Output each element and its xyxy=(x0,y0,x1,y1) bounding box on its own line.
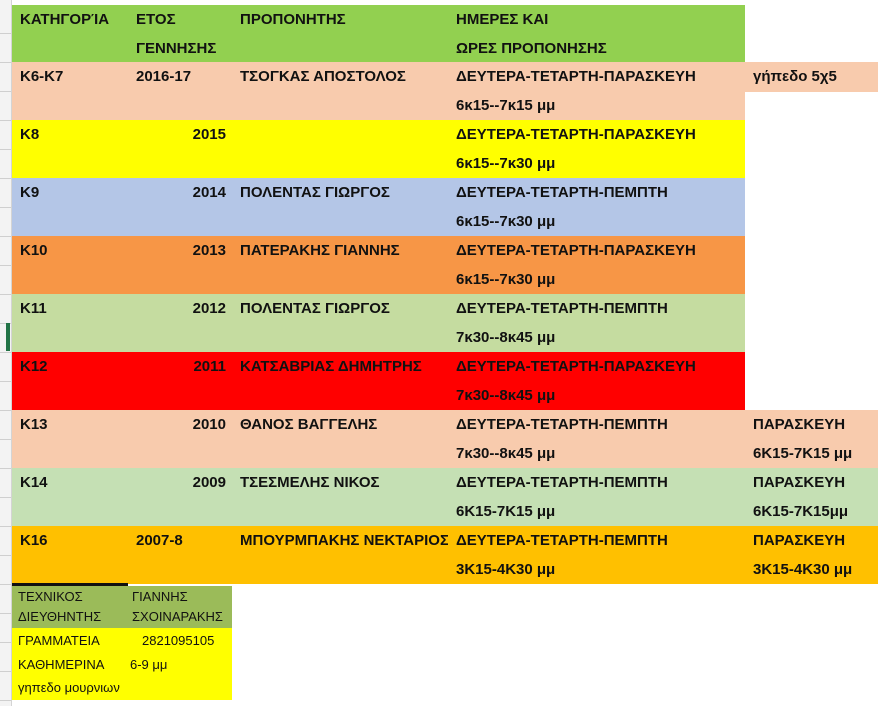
extra-cell: γήπεδο 5χ5 xyxy=(745,62,878,92)
category-cell: Κ14 xyxy=(12,468,128,526)
year-cell: 2007-8 xyxy=(128,526,232,584)
table-row: Κ8 2015 ΔΕΥΤΕΡΑ-ΤΕΤΑΡΤΗ-ΠΑΡΑΣΚΕΥΗ 6κ15--7κ3… xyxy=(12,120,878,178)
year-cell: 2010 xyxy=(128,410,232,468)
schedule-cell: ΔΕΥΤΕΡΑ-ΤΕΤΑΡΤΗ-ΠΕΜΠΤΗ 7κ30--8κ45 μμ xyxy=(448,294,745,352)
gridline xyxy=(0,671,11,672)
gridline xyxy=(0,497,11,498)
category-cell: Κ9 xyxy=(12,178,128,236)
category-cell: Κ11 xyxy=(12,294,128,352)
coach-cell: ΠΑΤΕΡΑΚΗΣ ΓΙΑΝΝΗΣ xyxy=(232,236,448,294)
coach-cell: ΘΑΝΟΣ ΒΑΓΓΕΛΗΣ xyxy=(232,410,448,468)
footer-info: ΓΡΑΜΜΑΤΕΙΑ 2821095105 ΚΑΘΗΜΕΡΙΝΑ 6-9 μμ … xyxy=(12,628,232,700)
cell-border xyxy=(12,583,128,586)
gridline xyxy=(0,91,11,92)
active-row-indicator xyxy=(6,323,10,351)
year-cell: 2016-17 xyxy=(128,62,232,120)
table-row: Κ9 2014 ΠΟΛΕΝΤΑΣ ΓΙΩΡΓΟΣ ΔΕΥΤΕΡΑ-ΤΕΤΑΡΤΗ-ΠΕ… xyxy=(12,178,878,236)
header-category: ΚΑΤΗΓΟΡΊΑ xyxy=(20,11,110,28)
gridline xyxy=(0,555,11,556)
gridline xyxy=(0,323,11,324)
gridline xyxy=(0,149,11,150)
table-row: Κ11 2012 ΠΟΛΕΝΤΑΣ ΓΙΩΡΓΟΣ ΔΕΥΤΕΡΑ-ΤΕΤΑΡΤΗ-Π… xyxy=(12,294,878,352)
table-row: Κ16 2007-8 ΜΠΟΥΡΜΠΑΚΗΣ ΝΕΚΤΑΡΙΟΣ ΔΕΥΤΕΡΑ-ΤΕ… xyxy=(12,526,878,584)
gridline xyxy=(0,62,11,63)
gridline xyxy=(0,410,11,411)
table-row: Κ14 2009 ΤΣΕΣΜΕΛΗΣ ΝΙΚΟΣ ΔΕΥΤΕΡΑ-ΤΕΤΑΡΤΗ-ΠΕ… xyxy=(12,468,878,526)
year-cell: 2014 xyxy=(128,178,232,236)
category-cell: Κ13 xyxy=(12,410,128,468)
secretariat-label: ΓΡΑΜΜΑΤΕΙΑ xyxy=(18,633,100,648)
coach-cell xyxy=(232,120,448,178)
table-row: Κ6-Κ7 2016-17 ΤΣΟΓΚΑΣ ΑΠΟΣΤΟΛΟΣ ΔΕΥΤΕΡΑ-ΤΕΤ… xyxy=(12,62,878,120)
schedule-cell: ΔΕΥΤΕΡΑ-ΤΕΤΑΡΤΗ-ΠΑΡΑΣΚΕΥΗ 7κ30--8κ45 μμ xyxy=(448,352,745,410)
gridline xyxy=(0,178,11,179)
gridline xyxy=(0,381,11,382)
gridline xyxy=(0,294,11,295)
gridline xyxy=(0,584,11,585)
schedule-cell: ΔΕΥΤΕΡΑ-ΤΕΤΑΡΤΗ-ΠΑΡΑΣΚΕΥΗ 6κ15--7κ15 μμ xyxy=(448,62,745,120)
coach-cell: ΤΣΕΣΜΕΛΗΣ ΝΙΚΟΣ xyxy=(232,468,448,526)
year-cell: 2011 xyxy=(128,352,232,410)
coach-cell: ΠΟΛΕΝΤΑΣ ΓΙΩΡΓΟΣ xyxy=(232,294,448,352)
footer-director: ΤΕΧΝΙΚΟΣ ΔΙΕΥΘΗΝΤΗΣ ΓΙΑΝΝΗΣ ΣΧΟΙΝΑΡΑΚΗΣ xyxy=(12,586,232,628)
header-row: ΚΑΤΗΓΟΡΊΑ ΕΤΟΣ ΓΕΝΝΗΣΗΣ ΠΡΟΠΟΝΗΤΗΣ ΗΜΕΡΕΣ… xyxy=(12,5,745,63)
extra-cell: ΠΑΡΑΣΚΕΥΗ 3Κ15-4Κ30 μμ xyxy=(745,526,878,584)
header-year: ΕΤΟΣ ΓΕΝΝΗΣΗΣ xyxy=(136,11,217,57)
table-row: Κ10 2013 ΠΑΤΕΡΑΚΗΣ ΓΙΑΝΝΗΣ ΔΕΥΤΕΡΑ-ΤΕΤΑΡΤΗ-… xyxy=(12,236,878,294)
gridline xyxy=(0,33,11,34)
gridline xyxy=(0,207,11,208)
gridline xyxy=(0,526,11,527)
year-cell: 2012 xyxy=(128,294,232,352)
table-row: Κ12 2011 ΚΑΤΣΑΒΡΙΑΣ ΔΗΜΗΤΡΗΣ ΔΕΥΤΕΡΑ-ΤΕΤΑΡΤ… xyxy=(12,352,878,410)
schedule-cell: ΔΕΥΤΕΡΑ-ΤΕΤΑΡΤΗ-ΠΕΜΠΤΗ 7κ30--8κ45 μμ xyxy=(448,410,745,468)
category-cell: Κ6-Κ7 xyxy=(12,62,128,120)
gridline xyxy=(0,700,11,701)
gridline xyxy=(0,265,11,266)
daily-hours: 6-9 μμ xyxy=(130,657,168,672)
extra-cell: ΠΑΡΑΣΚΕΥΗ 6Κ15-7Κ15μμ xyxy=(745,468,878,526)
year-cell: 2015 xyxy=(128,120,232,178)
category-cell: Κ12 xyxy=(12,352,128,410)
coach-cell: ΤΣΟΓΚΑΣ ΑΠΟΣΤΟΛΟΣ xyxy=(232,62,448,120)
director-label: ΔΙΕΥΘΗΝΤΗΣ xyxy=(18,609,102,624)
schedule-cell: ΔΕΥΤΕΡΑ-ΤΕΤΑΡΤΗ-ΠΑΡΑΣΚΕΥΗ 6κ15--7κ30 μμ xyxy=(448,236,745,294)
coach-cell: ΜΠΟΥΡΜΠΑΚΗΣ ΝΕΚΤΑΡΙΟΣ xyxy=(232,526,448,584)
gridline xyxy=(0,613,11,614)
director-label: ΤΕΧΝΙΚΟΣ xyxy=(18,589,83,604)
category-cell: Κ8 xyxy=(12,120,128,178)
extra-cell: ΠΑΡΑΣΚΕΥΗ 6Κ15-7Κ15 μμ xyxy=(745,410,878,468)
table-row: Κ13 2010 ΘΑΝΟΣ ΒΑΓΓΕΛΗΣ ΔΕΥΤΕΡΑ-ΤΕΤΑΡΤΗ-ΠΕΜ… xyxy=(12,410,878,468)
schedule-cell: ΔΕΥΤΕΡΑ-ΤΕΤΑΡΤΗ-ΠΕΜΠΤΗ 6κ15--7κ30 μμ xyxy=(448,178,745,236)
coach-cell: ΚΑΤΣΑΒΡΙΑΣ ΔΗΜΗΤΡΗΣ xyxy=(232,352,448,410)
row-header-gutter xyxy=(0,0,12,706)
gridline xyxy=(0,120,11,121)
gridline xyxy=(0,468,11,469)
schedule-cell: ΔΕΥΤΕΡΑ-ΤΕΤΑΡΤΗ-ΠΑΡΑΣΚΕΥΗ 6κ15--7κ30 μμ xyxy=(448,120,745,178)
header-coach: ΠΡΟΠΟΝΗΤΗΣ xyxy=(240,11,346,28)
year-cell: 2009 xyxy=(128,468,232,526)
secretariat-phone: 2821095105 xyxy=(142,633,215,648)
year-cell: 2013 xyxy=(128,236,232,294)
daily-label: ΚΑΘΗΜΕΡΙΝΑ xyxy=(18,657,105,672)
coach-cell: ΠΟΛΕΝΤΑΣ ΓΙΩΡΓΟΣ xyxy=(232,178,448,236)
venue: γηπεδο μουρνιων xyxy=(18,680,120,695)
category-cell: Κ10 xyxy=(12,236,128,294)
director-name: ΓΙΑΝΝΗΣ xyxy=(132,589,188,604)
gridline xyxy=(0,642,11,643)
schedule-cell: ΔΕΥΤΕΡΑ-ΤΕΤΑΡΤΗ-ΠΕΜΠΤΗ 3Κ15-4Κ30 μμ xyxy=(448,526,745,584)
category-cell: Κ16 xyxy=(12,526,128,584)
gridline xyxy=(0,439,11,440)
gridline xyxy=(0,352,11,353)
header-schedule: ΗΜΕΡΕΣ ΚΑΙ ΩΡΕΣ ΠΡΟΠΟΝΗΣΗΣ xyxy=(456,11,607,57)
gridline xyxy=(0,236,11,237)
schedule-cell: ΔΕΥΤΕΡΑ-ΤΕΤΑΡΤΗ-ΠΕΜΠΤΗ 6Κ15-7Κ15 μμ xyxy=(448,468,745,526)
director-name: ΣΧΟΙΝΑΡΑΚΗΣ xyxy=(132,609,223,624)
